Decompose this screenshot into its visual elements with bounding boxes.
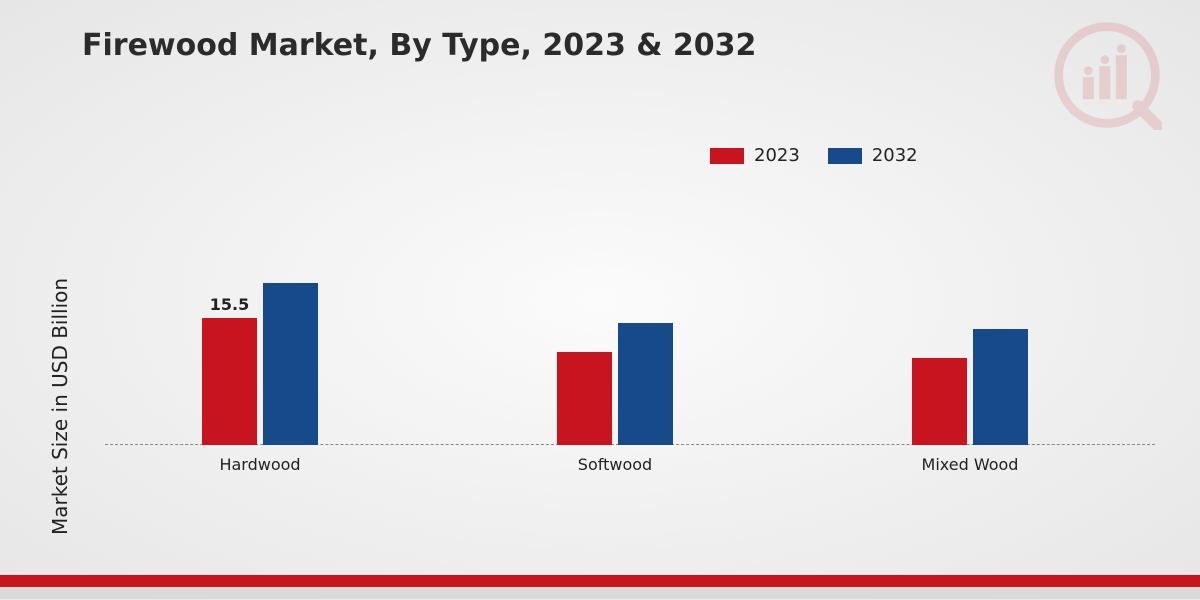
chart-canvas: Firewood Market, By Type, 2023 & 2032 20… xyxy=(0,0,1200,600)
chart-title: Firewood Market, By Type, 2023 & 2032 xyxy=(82,28,756,63)
legend-swatch-2032 xyxy=(828,148,862,164)
plot-area: 15.5HardwoodSoftwoodMixed Wood xyxy=(105,200,1155,445)
bar-2032 xyxy=(618,323,673,445)
legend-swatch-2023 xyxy=(710,148,744,164)
x-axis-category-label: Hardwood xyxy=(219,455,300,474)
bar-value-label: 15.5 xyxy=(210,295,249,314)
x-axis-category-label: Mixed Wood xyxy=(922,455,1019,474)
legend-item-2023: 2023 xyxy=(710,145,800,166)
x-axis-category-label: Softwood xyxy=(578,455,652,474)
legend-label-2023: 2023 xyxy=(754,145,800,166)
y-axis-label: Market Size in USD Billion xyxy=(48,278,72,535)
legend-label-2032: 2032 xyxy=(872,145,918,166)
bar-2032 xyxy=(263,283,318,445)
bar-2023 xyxy=(202,318,257,445)
bar-2023 xyxy=(912,358,967,445)
footer-grey-bar xyxy=(0,587,1200,599)
bar-2032 xyxy=(973,329,1028,445)
legend-item-2032: 2032 xyxy=(828,145,918,166)
bar-2023 xyxy=(557,352,612,445)
footer-red-bar xyxy=(0,575,1200,587)
brand-logo-watermark xyxy=(1052,20,1162,130)
legend: 2023 2032 xyxy=(710,145,918,166)
